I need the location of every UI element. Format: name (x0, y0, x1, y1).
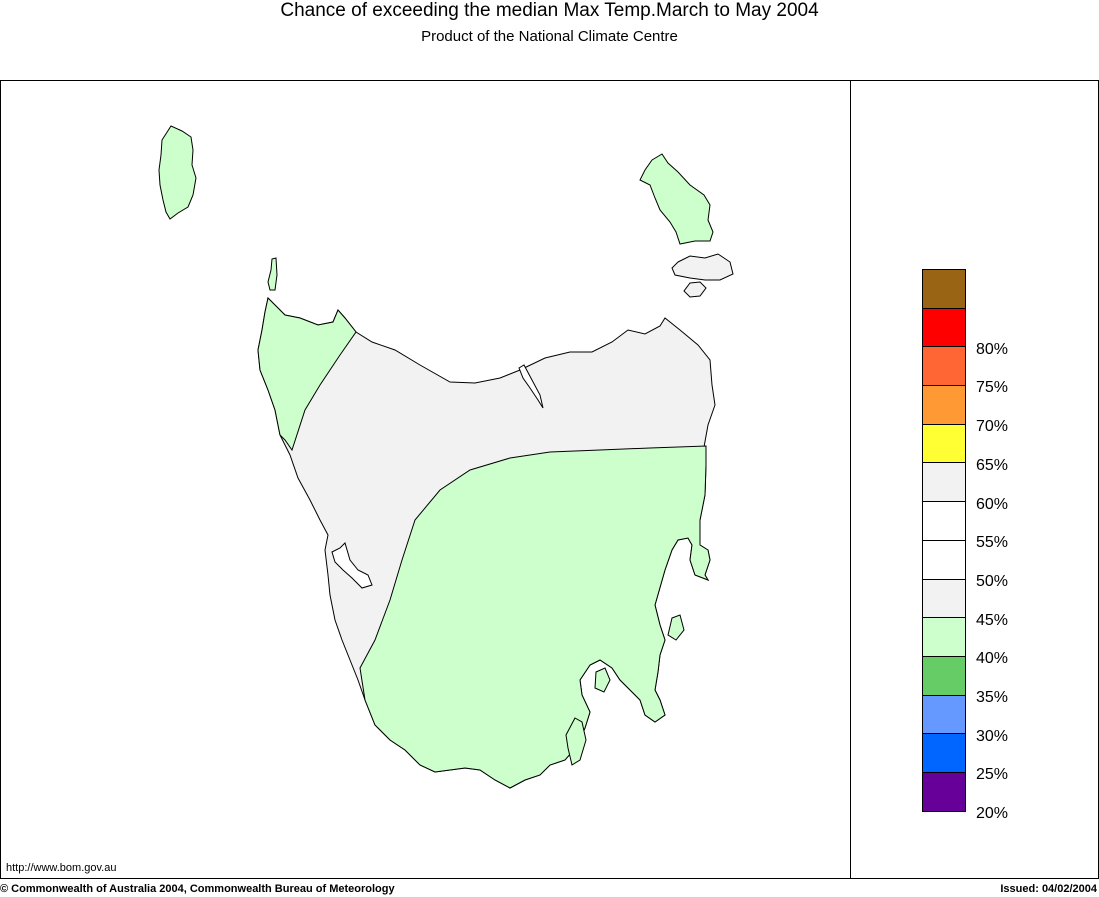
legend-label: 75% (976, 379, 1009, 397)
legend-swatch (922, 385, 966, 425)
legend-swatch (922, 617, 966, 657)
legend-label: 70% (976, 418, 1009, 436)
legend-label: 80% (976, 340, 1009, 358)
derwent-islet (594, 667, 611, 693)
tamar-inlet (518, 364, 544, 409)
legend-label: 55% (976, 534, 1009, 552)
bruny-island (565, 717, 587, 766)
legend-swatch (922, 578, 966, 619)
legend-label: 40% (976, 650, 1009, 668)
northwest-green-zone (257, 296, 357, 452)
map-subtitle: Product of the National Climate Centre (421, 28, 678, 45)
clarke-island (683, 281, 707, 298)
map-title: Chance of exceeding the median Max Temp.… (280, 0, 819, 21)
legend-swatch (922, 307, 966, 348)
legend-swatch (922, 694, 966, 735)
legend-label: 30% (976, 727, 1009, 745)
legend-label: 60% (976, 495, 1009, 513)
legend-swatch (922, 501, 966, 541)
legend-swatch (922, 733, 966, 773)
legend-swatch (922, 423, 966, 464)
legend-label: 50% (976, 572, 1009, 590)
website-url[interactable]: http://www.bom.gov.au (6, 862, 117, 874)
cape-barren-island (671, 253, 734, 281)
legend-swatch (922, 655, 966, 696)
legend-label: 25% (976, 766, 1009, 784)
legend-label: 45% (976, 611, 1009, 629)
legend-label: 35% (976, 689, 1009, 706)
maria-island (667, 614, 685, 641)
issued-date: Issued: 04/02/2004 (1000, 883, 1097, 895)
legend-divider (850, 80, 851, 878)
macquarie-harbour (331, 542, 373, 589)
legend-swatch (922, 269, 966, 309)
king-island (158, 125, 197, 220)
hunter-islet (267, 257, 278, 291)
southeast-green-zone (359, 445, 711, 789)
flinders-island (639, 153, 714, 245)
legend-swatch (922, 771, 966, 812)
copyright-text: © Commonwealth of Australia 2004, Common… (0, 883, 395, 895)
legend-swatch (922, 539, 966, 580)
legend-swatch (922, 462, 966, 503)
legend-label: 65% (976, 456, 1009, 474)
legend-colorbar (922, 269, 966, 812)
legend-label: 20% (976, 805, 1009, 823)
tasmania-map (158, 125, 734, 789)
legend-swatch (922, 346, 966, 387)
